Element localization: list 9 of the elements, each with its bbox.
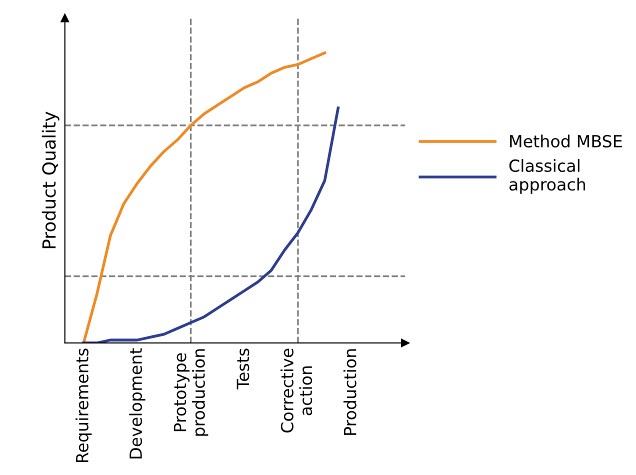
x-tick-label: Corrective action [280,348,312,432]
x-tick-label: Production [343,349,356,435]
x-tick-label: Tests [236,348,250,390]
x-tick-label: Development [129,348,146,458]
legend-label: Classical approach [509,159,586,194]
y-axis-title: Product Quality [42,112,60,248]
x-tick-label: Prototype production [174,349,208,436]
legend-label: Method MBSE [510,134,622,148]
x-tick-label: Requirements [76,348,92,462]
